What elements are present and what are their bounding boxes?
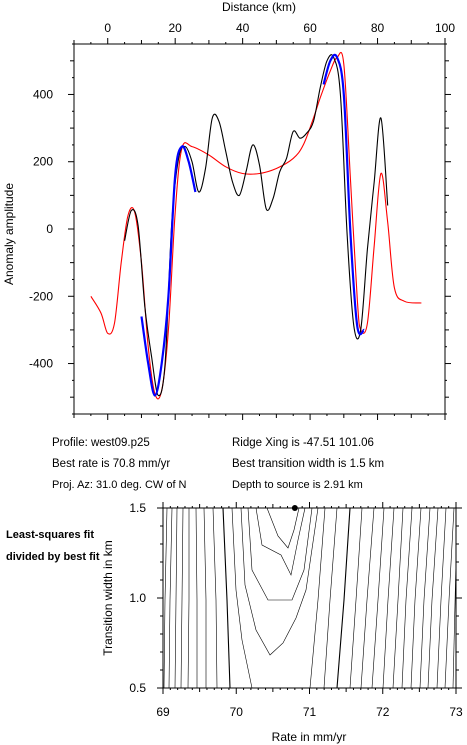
rate-tick-label: 69 [156,705,170,719]
contour-line [392,507,404,689]
misfit-x-axis-title: Rate in mm/yr [272,730,347,744]
contour-line [349,507,363,689]
y-tick-label: 400 [33,87,53,101]
fitted-segment-line [322,53,366,336]
contour-line [222,507,231,689]
contour-line [444,507,455,689]
misfit-ticks: 69 70 71 72 73 1.5 1.0 0.5 [129,501,463,719]
x-tick-label: 100 [435,21,455,35]
misfit-contours [163,507,457,689]
y-tick-label: -400 [29,357,53,371]
profile-series [90,52,422,400]
x-tick-label: 60 [303,21,317,35]
contour-line [360,507,375,689]
fitted-segment-line [140,145,197,397]
best-rate-label: Best rate is 70.8 mm/yr [52,458,171,470]
contour-line [336,507,351,689]
contour-line [410,507,422,689]
depth-to-source-label: Depth to source is 2.91 km [232,479,363,491]
profile-plot-frame [73,43,446,415]
rate-tick-label: 71 [303,705,317,719]
contour-line [371,507,385,689]
projection-azimuth-label: Proj. Az: 31.0 deg. CW of N [52,479,187,491]
contour-line [309,507,326,689]
contour-line [266,507,300,549]
contour-line [240,507,319,656]
y-tick-label: 0 [46,222,53,236]
contour-line [231,507,253,689]
modeled-line [90,52,422,400]
contour-line [187,508,190,689]
contour-line [247,507,313,601]
x-tick-label: 0 [104,21,111,35]
contour-line [255,507,306,576]
rate-tick-label: 72 [376,705,390,719]
contour-line [419,507,431,689]
contour-line [195,507,198,688]
contour-line [174,507,178,689]
transition-width-label: Best transition width is 1.5 km [232,458,385,470]
x-tick-label: 80 [371,21,385,35]
x-tick-label: 20 [169,21,183,35]
contour-line [203,507,207,688]
profile-ticks: 0 20 40 60 80 100 400 200 0 -200 -400 [29,21,455,420]
contour-line [180,507,184,689]
y-tick-label: 200 [33,155,53,169]
x-axis-title: Distance (km) [222,0,296,14]
rate-tick-label: 73 [449,705,463,719]
contour-line [323,507,338,689]
best-fit-marker [291,505,298,511]
contour-line [427,507,439,689]
width-tick-label: 0.5 [129,681,146,695]
contour-line [436,507,447,689]
contour-line [452,559,457,689]
misfit-description: Least-squares fit divided by best fit [6,529,100,563]
rate-tick-label: 70 [230,705,244,719]
contour-line [168,507,173,689]
profile-label: Profile: west09.p25 [52,437,150,449]
ridge-crossing-label: Ridge Xing is -47.51 101.06 [232,437,374,449]
x-tick-label: 40 [236,21,250,35]
contour-line [163,507,168,689]
y-tick-label: -200 [29,289,53,303]
y-axis-title: Anomaly amplitude [2,183,16,285]
misfit-y-axis-title: Transition width in km [101,540,115,656]
width-tick-label: 1.0 [129,591,146,605]
contour-line [212,507,218,689]
contour-line [382,507,395,689]
width-tick-label: 1.5 [129,501,146,515]
contour-line [401,507,413,689]
